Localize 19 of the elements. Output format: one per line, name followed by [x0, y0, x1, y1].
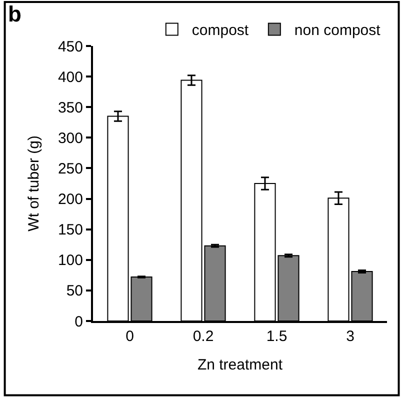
x-tick-label: 0.2: [192, 328, 214, 345]
y-tick-label: 450: [58, 38, 83, 56]
x-tick-label: 3: [346, 328, 354, 345]
y-tick-label: 0: [74, 313, 83, 330]
y-tick-label: 300: [58, 130, 83, 147]
y-tick-label: 50: [66, 282, 83, 300]
chart-title: b: [8, 1, 22, 26]
y-tick-label: 400: [58, 68, 83, 86]
y-tick-label: 100: [58, 252, 83, 270]
x-tick-label: 0: [126, 328, 134, 345]
y-tick-label: 250: [58, 160, 83, 178]
legend-label: non compost: [294, 22, 382, 40]
x-tick-label: 1.5: [266, 328, 288, 345]
y-tick-label: 200: [58, 191, 83, 208]
legend-label: compost: [192, 22, 250, 40]
x-axis-title: Zn treatment: [197, 356, 284, 374]
y-axis-title: Wt of tuber (g): [26, 136, 43, 232]
y-tick-label: 150: [58, 222, 83, 239]
y-tick-label: 350: [58, 99, 83, 116]
